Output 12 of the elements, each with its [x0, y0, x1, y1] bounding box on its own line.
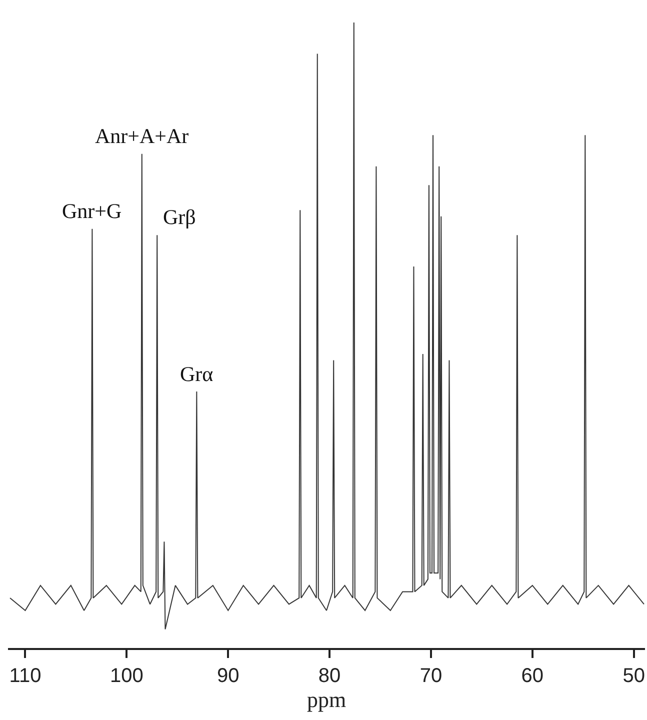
- x-axis-title: ppm: [306, 687, 346, 712]
- x-tick-label: 90: [216, 665, 240, 687]
- annotation: Anr+A+Ar: [95, 124, 189, 148]
- x-tick-label: 70: [420, 665, 442, 687]
- x-tick-label: 80: [318, 665, 341, 687]
- annotation: Gnr+G: [62, 199, 122, 223]
- annotation: Grα: [180, 362, 214, 386]
- x-tick-label: 100: [110, 665, 144, 687]
- x-tick-label: 110: [9, 665, 42, 687]
- x-tick-label: 50: [622, 665, 645, 687]
- annotation: Grβ: [163, 205, 196, 229]
- x-tick-label: 60: [521, 665, 544, 687]
